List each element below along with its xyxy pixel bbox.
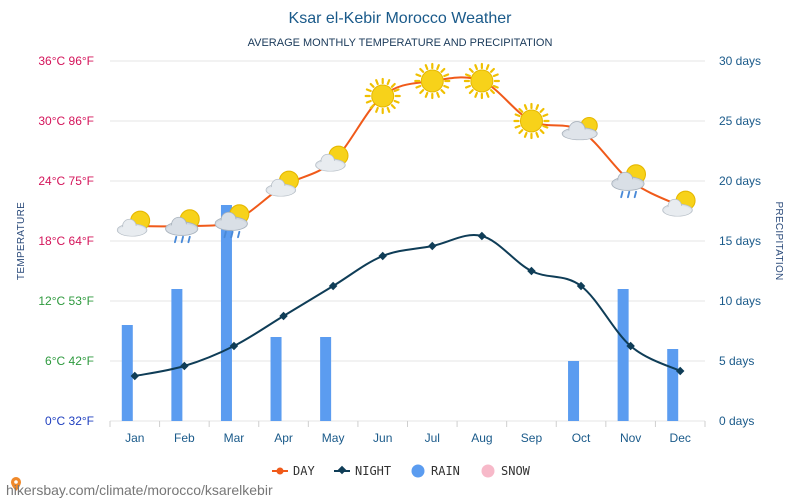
night-point (675, 366, 685, 376)
legend-item-snow[interactable]: SNOW (481, 464, 531, 478)
night-point (229, 341, 239, 351)
night-point (428, 241, 437, 251)
precipitation-axis: 0 days 5 days 10 days 15 days 20 days 25 days… (719, 54, 761, 428)
legend-item-day[interactable]: DAY (272, 464, 315, 478)
legend-label-rain: RAIN (431, 464, 460, 478)
y-axis-title: TEMPERATURE (16, 202, 27, 280)
legend: DAY NIGHT RAIN SNOW (272, 464, 531, 478)
rain-bar (171, 289, 183, 421)
night-point (527, 266, 536, 276)
legend-item-rain[interactable]: RAIN (411, 464, 460, 478)
legend-rain-marker (411, 464, 425, 478)
x-tick-label: Jan (125, 431, 144, 445)
y-tick-label: 24°C 75°F (38, 174, 94, 188)
night-point (180, 361, 189, 371)
month-axis: Jan Feb Mar Apr May Jun Jul Aug Sep Oct Nov Dec (109, 421, 706, 445)
temperature-axis: 0°C 32°F 6°C 42°F 12°C 53°F 18°C 64°F 24°C 7… (38, 54, 94, 428)
x-tick-label: Jul (425, 431, 440, 445)
legend-label-day: DAY (293, 464, 315, 478)
x-tick-label: Mar (224, 431, 245, 445)
sun-cloud-icon (265, 170, 300, 197)
x-tick-label: May (322, 431, 345, 445)
weather-icons (116, 62, 696, 244)
y-tick-label: 12°C 53°F (38, 294, 94, 308)
night-point (130, 371, 140, 381)
night-series-line (134, 234, 681, 377)
x-tick-label: Aug (471, 431, 492, 445)
rain-bar (320, 337, 332, 421)
y2-tick-label: 10 days (719, 294, 761, 308)
y-tick-label: 30°C 86°F (38, 114, 94, 128)
y-tick-label: 6°C 42°F (45, 354, 94, 368)
rain-bar (121, 325, 133, 421)
rain-bar (220, 205, 232, 421)
x-tick-label: Oct (572, 431, 591, 445)
sun-icon (364, 77, 401, 115)
x-tick-label: Nov (620, 431, 641, 445)
y-tick-label: 36°C 96°F (38, 54, 94, 68)
y2-axis-title: PRECIPITATION (773, 201, 784, 280)
night-point (328, 281, 338, 291)
legend-night-marker (337, 465, 347, 475)
sun-cloud-icon (314, 145, 349, 172)
chart-subtitle: AVERAGE MONTHLY TEMPERATURE AND PRECIPIT… (248, 37, 553, 49)
x-tick-label: Apr (274, 431, 293, 445)
legend-snow-marker (481, 464, 495, 478)
y2-tick-label: 30 days (719, 54, 761, 68)
rain-bars (121, 205, 679, 421)
night-point (279, 311, 288, 321)
x-tick-label: Dec (670, 431, 691, 445)
day-series-line (134, 76, 681, 228)
x-tick-label: Sep (521, 431, 543, 445)
y2-tick-label: 25 days (719, 114, 761, 128)
source-url: hikersbay.com/climate/morocco/ksarelkebi… (6, 482, 273, 498)
night-point (576, 281, 586, 291)
rain-bar (568, 361, 580, 421)
y2-tick-label: 5 days (719, 354, 754, 368)
temperature-lines (130, 76, 685, 381)
sun-icon (463, 62, 500, 100)
sun-icon (513, 102, 550, 140)
y2-tick-label: 20 days (719, 174, 761, 188)
source-link[interactable]: hikersbay.com/climate/morocco/ksarelkebi… (6, 477, 273, 498)
legend-label-night: NIGHT (355, 464, 391, 478)
y2-tick-label: 0 days (719, 414, 754, 428)
y-tick-label: 18°C 64°F (38, 234, 94, 248)
sun-cloud-icon (661, 190, 696, 217)
sun-cloud-rain-icon (164, 208, 201, 244)
chart-title: Ksar el-Kebir Morocco Weather (289, 10, 513, 27)
x-tick-label: Jun (373, 431, 392, 445)
sun-cloud-rain-icon (610, 163, 647, 199)
grid-lines (110, 60, 705, 422)
pin-icon (11, 477, 21, 491)
night-point (378, 251, 387, 261)
legend-label-snow: SNOW (501, 464, 531, 478)
sun-cloud-rain-icon (214, 203, 250, 239)
rain-bar (270, 337, 282, 421)
rain-bar (667, 349, 679, 421)
y-tick-label: 0°C 32°F (45, 414, 94, 428)
night-point (477, 231, 487, 241)
y2-tick-label: 15 days (719, 234, 761, 248)
night-point (626, 341, 635, 351)
rain-bar (617, 289, 629, 421)
legend-item-night[interactable]: NIGHT (334, 464, 391, 478)
sun-icon (414, 62, 451, 100)
legend-day-marker (276, 467, 284, 475)
sun-cloud-icon (116, 210, 151, 237)
x-tick-label: Feb (174, 431, 195, 445)
